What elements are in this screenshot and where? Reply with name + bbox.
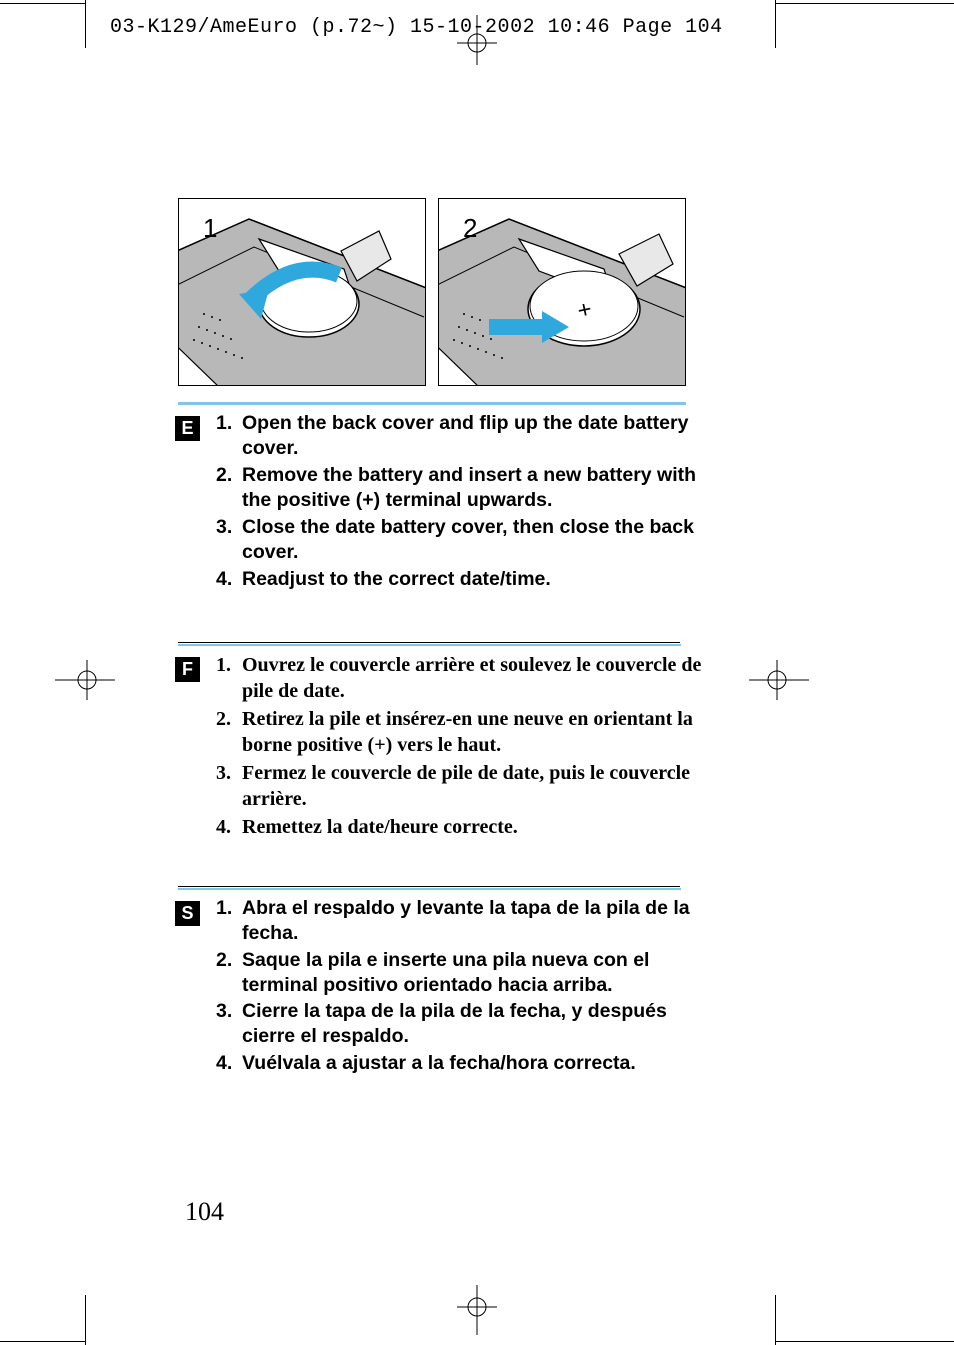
divider-blue-top: [178, 402, 686, 405]
section-spanish: S Abra el respaldo y levante la tapa de …: [178, 896, 718, 1077]
step-item: Fermez le couvercle de pile de date, pui…: [216, 760, 718, 812]
steps-list-e: Open the back cover and flip up the date…: [216, 411, 718, 592]
diagram-number: 2: [463, 213, 477, 244]
step-item: Remove the battery and insert a new batt…: [216, 463, 718, 513]
diagram-panel-2: 2 +: [438, 198, 686, 386]
steps-list-s: Abra el respaldo y levante la tapa de la…: [216, 896, 718, 1077]
step-item: Open the back cover and flip up the date…: [216, 411, 718, 461]
section-english: E Open the back cover and flip up the da…: [178, 411, 718, 592]
language-badge-f: F: [175, 657, 200, 682]
content-area: 1: [178, 198, 776, 1078]
steps-list-f: Ouvrez le couvercle arrière et soulevez …: [216, 652, 718, 840]
step-item: Cierre la tapa de la pila de la fecha, y…: [216, 999, 718, 1049]
step-item: Saque la pila e inserte una pila nueva c…: [216, 948, 718, 998]
step-item: Remettez la date/heure correcte.: [216, 814, 718, 840]
step-item: Abra el respaldo y levante la tapa de la…: [216, 896, 718, 946]
page-number: 104: [185, 1197, 224, 1227]
diagram-number: 1: [203, 213, 217, 244]
divider-black: [178, 642, 680, 643]
language-badge-s: S: [175, 901, 200, 926]
divider-blue-thin: [178, 644, 681, 646]
step-item: Close the date battery cover, then close…: [216, 515, 718, 565]
step-item: Retirez la pile et insérez-en une neuve …: [216, 706, 718, 758]
section-french: F Ouvrez le couvercle arrière et souleve…: [178, 652, 718, 840]
page-frame: 1: [85, 3, 776, 1342]
diagram-panel-1: 1: [178, 198, 426, 386]
divider-black: [178, 886, 680, 887]
step-item: Vuélvala a ajustar a la fecha/hora corre…: [216, 1051, 718, 1076]
step-item: Ouvrez le couvercle arrière et soulevez …: [216, 652, 718, 704]
language-badge-e: E: [175, 416, 200, 441]
step-item: Readjust to the correct date/time.: [216, 567, 718, 592]
divider-blue-thin: [178, 888, 681, 890]
diagram-row: 1: [178, 198, 776, 386]
